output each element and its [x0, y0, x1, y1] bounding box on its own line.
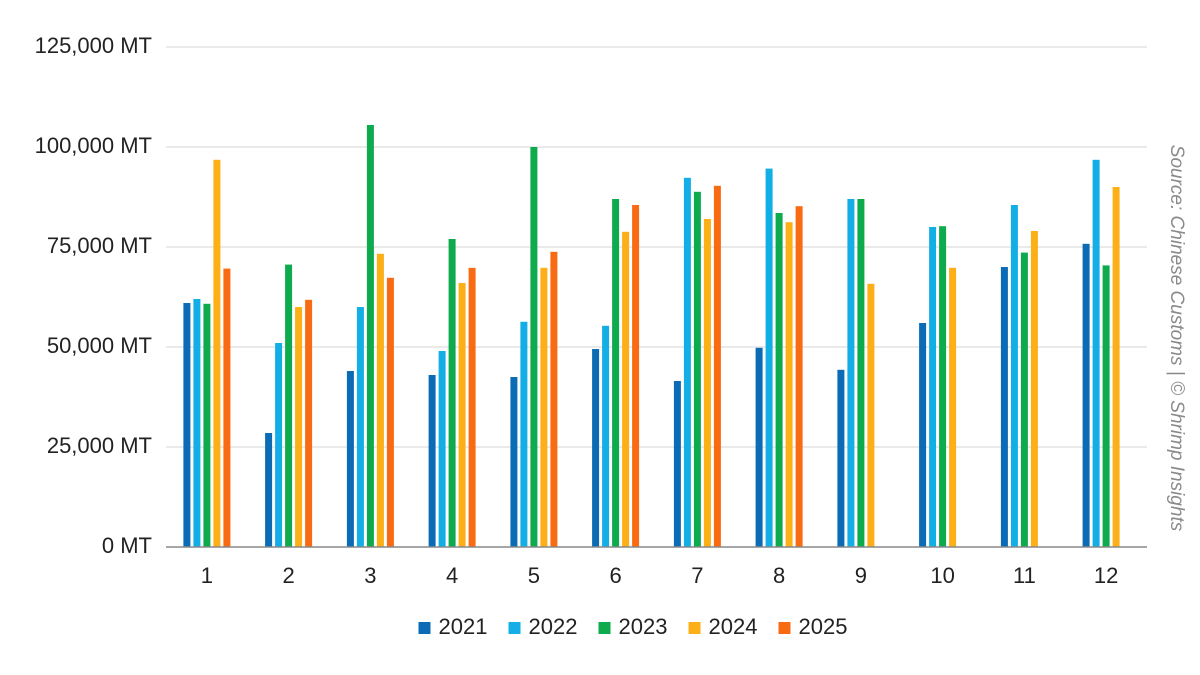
bar-2023-month-3 — [366, 125, 374, 547]
bar-2023-month-11 — [1020, 252, 1028, 547]
bars — [183, 125, 1120, 548]
bar-2022-month-2 — [275, 343, 283, 547]
bar-2025-month-2 — [305, 299, 313, 547]
bar-2021-month-5 — [510, 377, 518, 547]
bar-2022-month-11 — [1010, 205, 1018, 547]
bar-2021-month-4 — [428, 375, 436, 547]
x-tick-label: 7 — [691, 563, 703, 588]
bar-2024-month-3 — [376, 253, 384, 548]
bar-2022-month-9 — [847, 199, 855, 547]
bar-2022-month-7 — [683, 177, 691, 548]
x-tick-label: 3 — [364, 563, 376, 588]
legend-label: 2025 — [799, 614, 848, 639]
bar-2024-month-2 — [295, 307, 303, 547]
bar-2022-month-5 — [520, 321, 528, 547]
bar-2021-month-12 — [1082, 243, 1090, 548]
bar-2021-month-11 — [1000, 267, 1008, 547]
legend-item-2023: 2023 — [598, 614, 668, 639]
legend-swatch — [508, 622, 521, 634]
bar-2022-month-1 — [193, 299, 201, 547]
legend-swatch — [778, 622, 791, 634]
gridlines — [166, 46, 1147, 448]
bar-2023-month-4 — [448, 239, 456, 547]
bar-2022-month-12 — [1092, 159, 1100, 548]
bar-2021-month-6 — [592, 349, 600, 547]
x-tick-label: 2 — [282, 563, 294, 588]
bar-2025-month-5 — [550, 251, 558, 548]
bar-2023-month-1 — [203, 303, 211, 547]
y-tick-label: 75,000 MT — [47, 233, 152, 258]
x-axis-tick-labels: 1 2 3 4 5 6 7 8 9 10 11 12 — [201, 563, 1119, 588]
bar-2021-month-8 — [755, 347, 763, 547]
bar-2022-month-6 — [602, 325, 610, 547]
legend-item-2022: 2022 — [508, 614, 578, 639]
legend-label: 2023 — [619, 614, 668, 639]
legend-swatch — [688, 622, 701, 634]
bar-2024-month-11 — [1030, 231, 1038, 547]
bar-2023-month-5 — [530, 147, 538, 547]
legend-label: 2022 — [529, 614, 578, 639]
legend: 2021 2022 2023 2024 2025 — [418, 614, 848, 639]
bar-2024-month-7 — [703, 219, 711, 547]
legend-label: 2021 — [439, 614, 488, 639]
bar-2024-month-9 — [867, 283, 875, 547]
y-tick-label: 25,000 MT — [47, 433, 152, 458]
legend-item-2025: 2025 — [778, 614, 848, 639]
bar-2021-month-7 — [673, 381, 681, 547]
x-tick-label: 12 — [1094, 563, 1118, 588]
bar-2025-month-8 — [795, 206, 803, 547]
x-tick-label: 9 — [855, 563, 867, 588]
bar-2024-month-5 — [540, 267, 548, 547]
bar-2025-month-6 — [632, 205, 640, 547]
bar-2025-month-3 — [386, 277, 394, 547]
bar-2024-month-4 — [458, 283, 466, 547]
source-note: Source: Chinese Customs | © Shrimp Insig… — [1166, 145, 1187, 532]
bar-2023-month-8 — [775, 213, 783, 547]
bar-2022-month-8 — [765, 168, 773, 547]
legend-item-2024: 2024 — [688, 614, 758, 639]
bar-2023-month-12 — [1102, 265, 1110, 547]
bar-2021-month-1 — [183, 303, 191, 547]
bar-2021-month-2 — [265, 433, 273, 547]
x-tick-label: 6 — [609, 563, 621, 588]
x-tick-label: 4 — [446, 563, 458, 588]
bar-2023-month-6 — [612, 199, 620, 547]
bar-2025-month-4 — [468, 267, 476, 547]
bar-2021-month-10 — [919, 323, 927, 547]
bar-2023-month-2 — [285, 264, 293, 547]
y-axis-tick-labels: 0 MT 25,000 MT 50,000 MT 75,000 MT 100,000 M… — [35, 33, 152, 558]
x-tick-label: 5 — [528, 563, 540, 588]
bar-2024-month-8 — [785, 222, 793, 547]
legend-swatch — [418, 622, 431, 634]
bar-2022-month-10 — [929, 227, 937, 547]
x-tick-label: 10 — [930, 563, 954, 588]
bar-2024-month-12 — [1112, 187, 1120, 547]
y-tick-label: 0 MT — [102, 533, 152, 558]
legend-label: 2024 — [709, 614, 758, 639]
x-tick-label: 1 — [201, 563, 213, 588]
bar-2024-month-10 — [949, 267, 957, 547]
bar-2023-month-10 — [939, 226, 947, 547]
bar-2023-month-7 — [693, 191, 701, 548]
x-tick-label: 11 — [1013, 563, 1036, 588]
x-tick-label: 8 — [773, 563, 785, 588]
bar-2022-month-4 — [438, 351, 446, 547]
bar-2023-month-9 — [857, 199, 865, 547]
legend-swatch — [598, 622, 611, 634]
legend-item-2021: 2021 — [418, 614, 488, 639]
y-tick-label: 125,000 MT — [35, 33, 152, 58]
bar-2021-month-9 — [837, 369, 845, 547]
bar-2022-month-3 — [356, 307, 364, 547]
bar-2021-month-3 — [346, 371, 354, 547]
bar-2024-month-6 — [622, 231, 630, 548]
bar-2024-month-1 — [213, 159, 221, 548]
bar-2025-month-1 — [223, 268, 231, 547]
bar-2025-month-7 — [713, 185, 721, 548]
y-tick-label: 100,000 MT — [35, 133, 152, 158]
y-tick-label: 50,000 MT — [47, 333, 152, 358]
